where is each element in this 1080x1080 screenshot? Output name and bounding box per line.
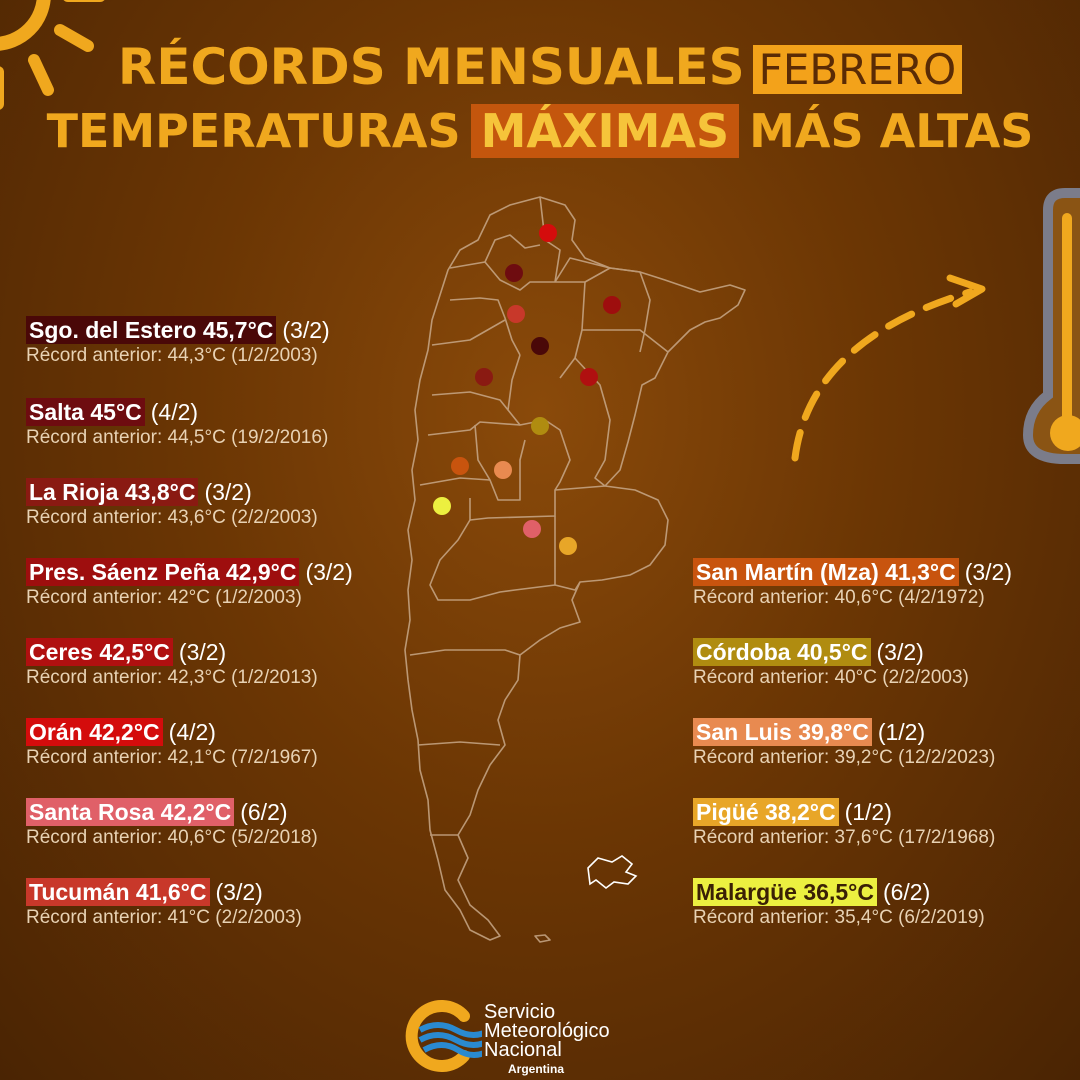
record-entry: Santa Rosa 42,2°C (6/2) Récord anterior: … (26, 798, 446, 849)
previous-record: Récord anterior: 40°C (2/2/2003) (693, 667, 969, 688)
station-value-label: Tucumán 41,6°C (26, 878, 210, 906)
previous-record: Récord anterior: 43,6°C (2/2/2003) (26, 507, 318, 528)
record-date: (3/2) (305, 559, 353, 585)
record-date: (3/2) (876, 639, 924, 665)
record-entry: Salta 45°C (4/2) Récord anterior: 44,5°C … (26, 398, 446, 449)
sun-icon (0, 0, 105, 110)
title-main-text: RÉCORDS MENSUALES (117, 38, 745, 96)
station-value-label: San Martín (Mza) 41,3°C (693, 558, 959, 586)
record-entry: Pres. Sáenz Peña 42,9°C (3/2) Récord ante… (26, 558, 446, 609)
record-date: (3/2) (964, 559, 1012, 585)
record-entry: Malargüe 36,5°C (6/2) Récord anterior: 35… (693, 878, 1080, 929)
record-date: (3/2) (215, 879, 263, 905)
month-highlight: FEBRERO (752, 45, 963, 94)
maximas-highlight: MÁXIMAS (470, 104, 740, 158)
previous-record: Récord anterior: 37,6°C (17/2/1968) (693, 827, 996, 848)
station-marker (531, 417, 549, 435)
station-marker (475, 368, 493, 386)
record-entry: San Luis 39,8°C (1/2) Récord anterior: 39… (693, 718, 1080, 769)
station-value-label: Pres. Sáenz Peña 42,9°C (26, 558, 300, 586)
record-entry: Orán 42,2°C (4/2) Récord anterior: 42,1°C… (26, 718, 446, 769)
station-marker (539, 224, 557, 242)
station-value-label: Salta 45°C (26, 398, 145, 426)
station-value-label: Malargüe 36,5°C (693, 878, 877, 906)
record-entry: San Martín (Mza) 41,3°C (3/2) Récord ante… (693, 558, 1080, 609)
station-value-label: Pigüé 38,2°C (693, 798, 839, 826)
record-date: (3/2) (204, 479, 252, 505)
record-entry: Pigüé 38,2°C (1/2) Récord anterior: 37,6°… (693, 798, 1080, 849)
title-line-2: TEMPERATURAS MÁXIMAS MÁS ALTAS (0, 104, 1080, 158)
logo-line-4: Argentina (508, 1062, 565, 1076)
previous-record: Récord anterior: 44,5°C (19/2/2016) (26, 427, 329, 448)
title-line-1: RÉCORDS MENSUALES FEBRERO (0, 38, 1080, 96)
record-entry: Córdoba 40,5°C (3/2) Récord anterior: 40°… (693, 638, 1080, 689)
country-outline (404, 196, 746, 941)
record-date: (6/2) (240, 799, 288, 825)
thermometer-icon (1022, 188, 1080, 464)
station-value-label: Orán 42,2°C (26, 718, 163, 746)
station-value-label: San Luis 39,8°C (693, 718, 872, 746)
station-value-label: La Rioja 43,8°C (26, 478, 199, 506)
logo-line-3: Nacional (484, 1039, 562, 1061)
station-value-label: Sgo. del Estero 45,7°C (26, 316, 277, 344)
malvinas-islands (587, 855, 638, 890)
station-marker (523, 520, 541, 538)
station-value-label: Córdoba 40,5°C (693, 638, 871, 666)
station-marker (603, 296, 621, 314)
previous-record: Récord anterior: 42°C (1/2/2003) (26, 587, 302, 608)
previous-record: Récord anterior: 40,6°C (5/2/2018) (26, 827, 318, 848)
record-date: (1/2) (877, 719, 926, 745)
dashed-arrow-icon (791, 274, 986, 462)
previous-record: Récord anterior: 35,4°C (6/2/2019) (693, 907, 985, 928)
station-marker (433, 497, 451, 515)
station-marker (531, 337, 549, 355)
previous-record: Récord anterior: 42,1°C (7/2/1967) (26, 747, 318, 768)
title-prefix-text: TEMPERATURAS (46, 104, 461, 158)
record-entry: Tucumán 41,6°C (3/2) Récord anterior: 41°… (26, 878, 446, 929)
record-entry: La Rioja 43,8°C (3/2) Récord anterior: 43… (26, 478, 446, 529)
station-value-label: Ceres 42,5°C (26, 638, 173, 666)
record-date: (3/2) (282, 317, 330, 343)
record-date: (1/2) (844, 799, 892, 825)
station-marker (494, 461, 512, 479)
logo-line-2: Meteorológico (484, 1020, 610, 1042)
station-marker (507, 305, 525, 323)
record-date: (4/2) (168, 719, 216, 745)
previous-record: Récord anterior: 44,3°C (1/2/2003) (26, 345, 318, 366)
record-date: (6/2) (882, 879, 931, 905)
logo-line-1: Servicio (484, 1001, 556, 1023)
station-marker (451, 457, 469, 475)
smn-logo-icon (405, 1000, 482, 1072)
title-suffix-text: MÁS ALTAS (749, 104, 1034, 158)
previous-record: Récord anterior: 42,3°C (1/2/2013) (26, 667, 318, 688)
smn-logo-text: Servicio Meteorológico Nacional Argentin… (484, 1001, 610, 1079)
previous-record: Récord anterior: 39,2°C (12/2/2023) (693, 747, 996, 768)
record-date: (3/2) (178, 639, 227, 665)
record-entry: Sgo. del Estero 45,7°C (3/2) Récord anter… (26, 316, 446, 367)
record-entry: Ceres 42,5°C (3/2) Récord anterior: 42,3°… (26, 638, 446, 689)
station-marker (505, 264, 523, 282)
record-date: (4/2) (150, 399, 199, 425)
station-marker (559, 537, 577, 555)
previous-record: Récord anterior: 41°C (2/2/2003) (26, 907, 302, 928)
station-marker (580, 368, 598, 386)
station-value-label: Santa Rosa 42,2°C (26, 798, 235, 826)
previous-record: Récord anterior: 40,6°C (4/2/1972) (693, 587, 985, 608)
